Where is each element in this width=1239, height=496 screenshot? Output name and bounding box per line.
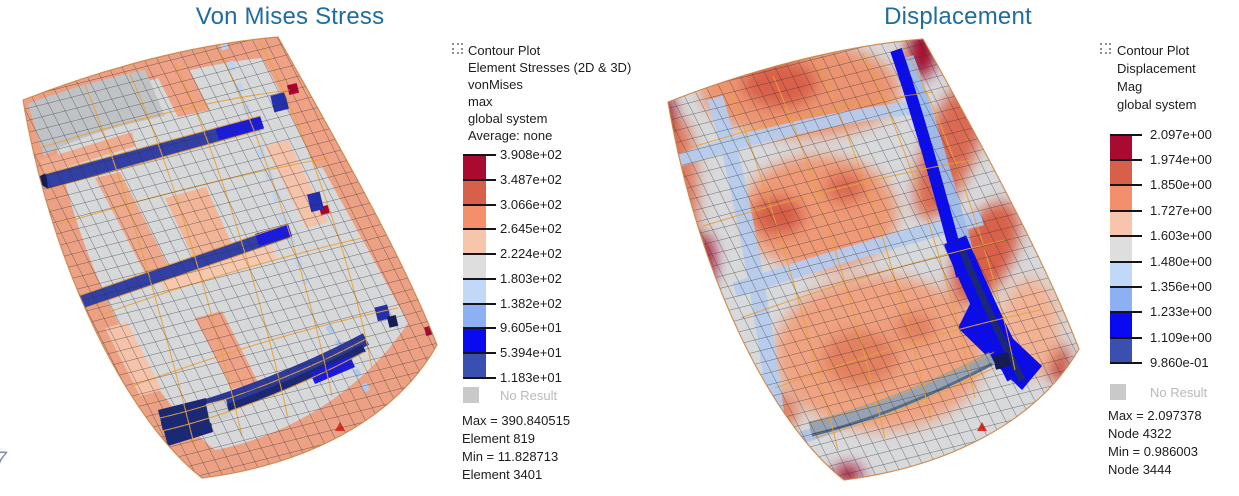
colorbar-tick — [463, 253, 496, 255]
colorbar-band — [463, 328, 486, 354]
colorbar-band — [463, 254, 486, 279]
legend-level-value: 1.480e+00 — [1150, 254, 1212, 269]
colorbar-tick — [1110, 261, 1142, 263]
colorbar-tick — [1110, 210, 1142, 212]
colorbar-tick — [1110, 184, 1142, 186]
right-max-value: Max = 2.097378 — [1108, 408, 1202, 423]
colorbar-band — [1110, 160, 1132, 186]
left-no-result-label: No Result — [500, 388, 558, 403]
colorbar-tick — [463, 179, 496, 181]
colorbar-tick — [463, 204, 496, 206]
right-no-result-label: No Result — [1150, 385, 1208, 400]
legend-level-value: 1.850e+00 — [1150, 177, 1212, 192]
right-legend-system: global system — [1117, 97, 1197, 112]
colorbar-band — [463, 353, 486, 379]
legend-level-value: 1.382e+02 — [500, 296, 562, 311]
left-legend-averaging: Average: none — [468, 128, 553, 143]
right-legend-result-type: Displacement — [1117, 61, 1196, 76]
right-legend-drag-handle-icon[interactable] — [1100, 43, 1111, 54]
left-no-result-chip — [463, 387, 479, 403]
colorbar-band — [1110, 261, 1132, 287]
legend-level-value: 3.487e+02 — [500, 172, 562, 187]
right-legend-title: Contour Plot — [1117, 43, 1190, 58]
right-min-value: Min = 0.986003 — [1108, 444, 1198, 459]
colorbar-tick — [1110, 159, 1142, 161]
colorbar-band — [1110, 286, 1132, 313]
colorbar-tick — [463, 377, 496, 379]
colorbar-band — [1110, 312, 1132, 338]
legend-level-value: 1.233e+00 — [1150, 304, 1212, 319]
left-legend-system: global system — [468, 111, 548, 126]
colorbar-band — [1110, 337, 1132, 363]
colorbar-band — [1110, 185, 1132, 211]
legend-level-value: 3.908e+02 — [500, 147, 562, 162]
legend-level-value: 1.183e+01 — [500, 370, 562, 385]
colorbar-band — [463, 179, 486, 205]
left-legend-drag-handle-icon[interactable] — [452, 43, 463, 54]
legend-level-value: 9.605e+01 — [500, 320, 562, 335]
left-legend-footer: Max = 390.840515 Element 819 Min = 11.82… — [462, 412, 570, 484]
displacement-contour-viewport[interactable] — [650, 28, 1105, 496]
legend-level-value: 5.394e+01 — [500, 345, 562, 360]
left-view-title: Von Mises Stress — [195, 3, 385, 30]
right-no-result-chip — [1110, 384, 1126, 400]
right-legend-colorbar — [1110, 135, 1132, 363]
right-view-title: Displacement — [884, 3, 1032, 30]
colorbar-tick — [463, 327, 496, 329]
colorbar-tick — [1110, 235, 1142, 237]
colorbar-tick — [1110, 362, 1142, 364]
colorbar-tick — [463, 303, 496, 305]
left-max-location: Element 819 — [462, 431, 535, 446]
right-min-location: Node 3444 — [1108, 462, 1172, 477]
left-legend-aggregation: max — [468, 94, 493, 109]
colorbar-band — [463, 278, 486, 304]
colorbar-band — [463, 229, 486, 255]
colorbar-tick — [1110, 311, 1142, 313]
left-min-value: Min = 11.828713 — [462, 449, 559, 464]
colorbar-band — [1110, 210, 1132, 237]
left-legend-colorbar — [463, 155, 486, 379]
colorbar-band — [1110, 135, 1132, 161]
left-legend-header: Contour Plot Element Stresses (2D & 3D) … — [468, 42, 631, 144]
displacement-contour-art — [668, 39, 1079, 480]
colorbar-tick — [1110, 337, 1142, 339]
right-max-location: Node 4322 — [1108, 426, 1172, 441]
colorbar-band — [463, 204, 486, 230]
colorbar-tick — [463, 352, 496, 354]
legend-level-value: 2.224e+02 — [500, 246, 562, 261]
legend-level-value: 2.097e+00 — [1150, 127, 1212, 142]
slide-number: 7 — [0, 448, 7, 472]
legend-level-value: 1.974e+00 — [1150, 152, 1212, 167]
colorbar-tick — [463, 278, 496, 280]
legend-level-value: 1.603e+00 — [1150, 228, 1212, 243]
legend-level-value: 1.356e+00 — [1150, 279, 1212, 294]
legend-level-value: 1.803e+02 — [500, 271, 562, 286]
right-legend-header: Contour Plot Displacement Mag global sys… — [1117, 42, 1196, 114]
vonmises-contour-art — [23, 37, 437, 478]
legend-level-value: 9.860e-01 — [1150, 355, 1209, 370]
right-legend-component: Mag — [1117, 79, 1143, 94]
colorbar-tick — [1110, 134, 1142, 136]
colorbar-tick — [463, 228, 496, 230]
legend-level-value: 2.645e+02 — [500, 221, 562, 236]
left-min-location: Element 3401 — [462, 467, 543, 482]
legend-level-value: 1.727e+00 — [1150, 203, 1212, 218]
colorbar-band — [1110, 236, 1132, 262]
left-legend-component: vonMises — [468, 77, 523, 92]
left-max-value: Max = 390.840515 — [462, 413, 571, 428]
legend-level-value: 3.066e+02 — [500, 197, 562, 212]
legend-level-value: 1.109e+00 — [1150, 330, 1212, 345]
vonmises-contour-viewport[interactable] — [10, 28, 455, 496]
colorbar-tick — [463, 154, 496, 156]
colorbar-band — [463, 303, 486, 329]
left-legend-title: Contour Plot — [468, 43, 541, 58]
left-legend-result-type: Element Stresses (2D & 3D) — [468, 60, 632, 75]
colorbar-band — [463, 155, 486, 180]
right-legend-footer: Max = 2.097378 Node 4322 Min = 0.986003 … — [1108, 407, 1202, 479]
colorbar-tick — [1110, 286, 1142, 288]
